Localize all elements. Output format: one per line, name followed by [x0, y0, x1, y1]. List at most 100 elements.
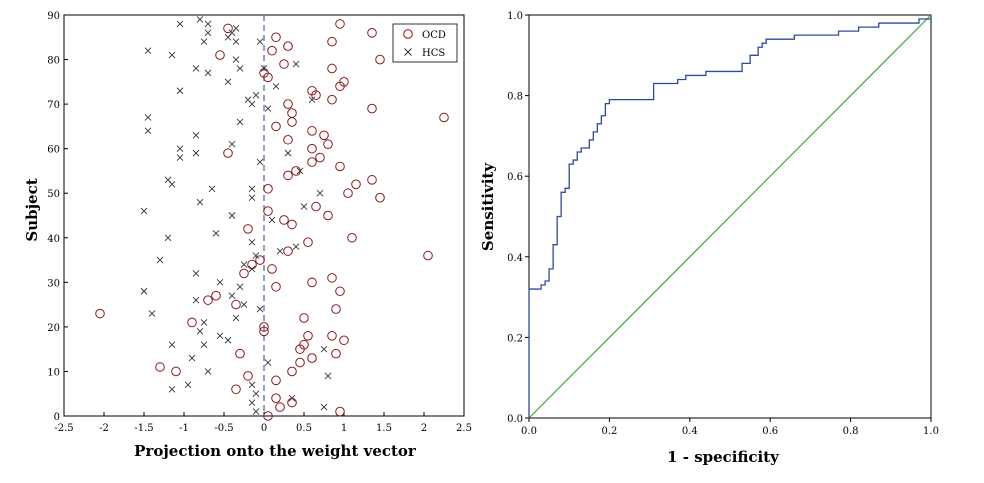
- roc-x-axis-ticks: 0.0 0.2 0.4 0.6 0.8 1.0: [521, 418, 939, 437]
- ocd-point: [335, 19, 345, 29]
- ocd-point: [263, 206, 273, 216]
- hcs-point: [248, 194, 256, 201]
- scatter-x-axis-label: Projection onto the weight vector: [134, 442, 417, 460]
- ocd-point: [263, 183, 273, 194]
- hcs-point: [232, 56, 240, 63]
- roc-panel: 0.0 0.2 0.4 0.6 0.8 1.0 0.0 0.2 0.4 0.6 0.8 1.0 1 …: [479, 11, 939, 466]
- ocd-point: [243, 371, 253, 381]
- scatter-y-axis-label: Subject: [23, 178, 41, 241]
- scatter-y-axis-ticks: 0 10 20 30 40 50 60 70 80 90: [47, 11, 68, 423]
- ocd-point: [267, 264, 277, 274]
- hcs-point: [188, 354, 196, 362]
- scatter-x-tick-label: 0: [261, 423, 267, 434]
- hcs-point: [192, 131, 200, 139]
- hcs-point: [212, 230, 220, 237]
- ocd-point: [231, 299, 241, 310]
- hcs-point: [200, 38, 208, 46]
- hcs-point: [176, 87, 184, 95]
- hcs-point: [308, 96, 316, 103]
- ocd-point: [283, 246, 293, 256]
- hcs-point: [272, 82, 280, 90]
- hcs-point: [248, 399, 256, 406]
- scatter-x-tick-label: 1.5: [376, 423, 392, 434]
- ocd-point: [323, 210, 333, 221]
- scatter-x-tick-label: -2: [99, 423, 109, 434]
- hcs-point: [216, 332, 224, 340]
- hcs-point: [252, 390, 260, 398]
- hcs-point: [236, 65, 244, 72]
- ocd-point: [323, 139, 333, 150]
- hcs-point: [320, 345, 328, 353]
- roc-x-tick-label: 0.4: [682, 426, 698, 437]
- ocd-point: [303, 331, 313, 341]
- hcs-point: [248, 381, 256, 389]
- scatter-x-tick-label: -1: [179, 423, 189, 434]
- ocd-point: [303, 237, 313, 248]
- ocd-point: [283, 170, 293, 181]
- ocd-point: [187, 317, 197, 328]
- ocd-point: [255, 255, 265, 265]
- hcs-point: [192, 270, 200, 277]
- hcs-point: [264, 359, 272, 366]
- hcs-point: [140, 207, 148, 215]
- scatter-y-tick-label: 40: [47, 234, 60, 245]
- hcs-point: [224, 336, 232, 344]
- hcs-point: [232, 38, 240, 46]
- hcs-point: [228, 292, 236, 300]
- ocd-point: [347, 232, 357, 243]
- legend-ocd-label: OCD: [422, 30, 446, 41]
- ocd-point: [367, 175, 377, 185]
- ocd-point: [95, 308, 105, 319]
- ocd-point: [307, 277, 317, 288]
- hcs-point: [204, 368, 212, 375]
- ocd-point: [267, 45, 277, 56]
- scatter-y-tick-label: 30: [47, 278, 60, 289]
- roc-y-axis-label: Sensitivity: [479, 162, 497, 251]
- roc-x-tick-label: 0.0: [521, 426, 537, 437]
- scatter-x-tick-label: 2: [421, 423, 427, 434]
- ocd-point: [215, 50, 225, 60]
- hcs-point: [176, 145, 184, 152]
- hcs-point: [196, 16, 204, 23]
- hcs-point: [232, 25, 240, 32]
- ocd-point: [243, 224, 253, 234]
- scatter-x-tick-label: 0.5: [296, 423, 312, 434]
- hcs-point: [268, 216, 276, 224]
- hcs-point: [216, 279, 224, 286]
- ocd-point: [279, 59, 289, 69]
- scatter-x-tick-label: -0.5: [214, 423, 233, 434]
- ocd-point: [327, 331, 337, 341]
- ocd-point: [295, 344, 305, 354]
- roc-x-axis-label: 1 - specificity: [667, 448, 780, 466]
- hcs-point: [208, 185, 216, 193]
- ocd-point: [331, 304, 341, 314]
- scatter-x-tick-label: -2.5: [54, 423, 73, 434]
- hcs-point: [168, 341, 176, 349]
- hcs-point: [144, 47, 152, 54]
- ocd-point: [231, 384, 241, 395]
- hcs-point: [236, 118, 244, 126]
- hcs-point: [248, 100, 256, 108]
- ocd-point: [367, 28, 377, 38]
- scatter-x-tick-label: 1: [341, 423, 347, 434]
- ocd-point: [335, 406, 345, 417]
- legend-hcs-marker: [404, 48, 412, 56]
- hcs-point: [316, 189, 324, 197]
- ocd-point: [271, 393, 281, 403]
- hcs-point: [288, 394, 296, 402]
- hcs-point: [248, 238, 256, 246]
- ocd-point: [271, 375, 281, 386]
- ocd-point: [311, 201, 321, 212]
- ocd-point: [271, 121, 281, 132]
- roc-curve: [528, 15, 932, 418]
- hcs-point: [192, 149, 200, 157]
- ocd-point: [331, 348, 341, 359]
- scatter-y-tick-label: 80: [47, 56, 60, 67]
- legend-ocd-marker: [403, 29, 413, 39]
- scatter-y-tick-label: 70: [47, 100, 60, 111]
- ocd-point: [339, 335, 349, 346]
- hcs-point: [324, 372, 332, 380]
- hcs-point: [320, 403, 328, 411]
- hcs-point: [296, 167, 304, 175]
